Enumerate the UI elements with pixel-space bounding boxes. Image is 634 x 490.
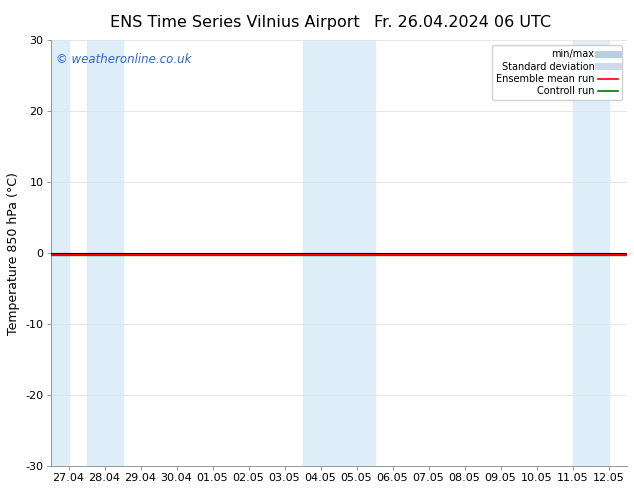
Bar [51,40,68,466]
Bar [302,40,375,466]
Text: Fr. 26.04.2024 06 UTC: Fr. 26.04.2024 06 UTC [374,15,552,30]
Text: © weatheronline.co.uk: © weatheronline.co.uk [56,53,191,66]
Text: ENS Time Series Vilnius Airport: ENS Time Series Vilnius Airport [110,15,359,30]
Y-axis label: Temperature 850 hPa (°C): Temperature 850 hPa (°C) [7,172,20,335]
Bar [573,40,609,466]
Legend: min/max, Standard deviation, Ensemble mean run, Controll run: min/max, Standard deviation, Ensemble me… [492,45,622,100]
Bar [87,40,122,466]
